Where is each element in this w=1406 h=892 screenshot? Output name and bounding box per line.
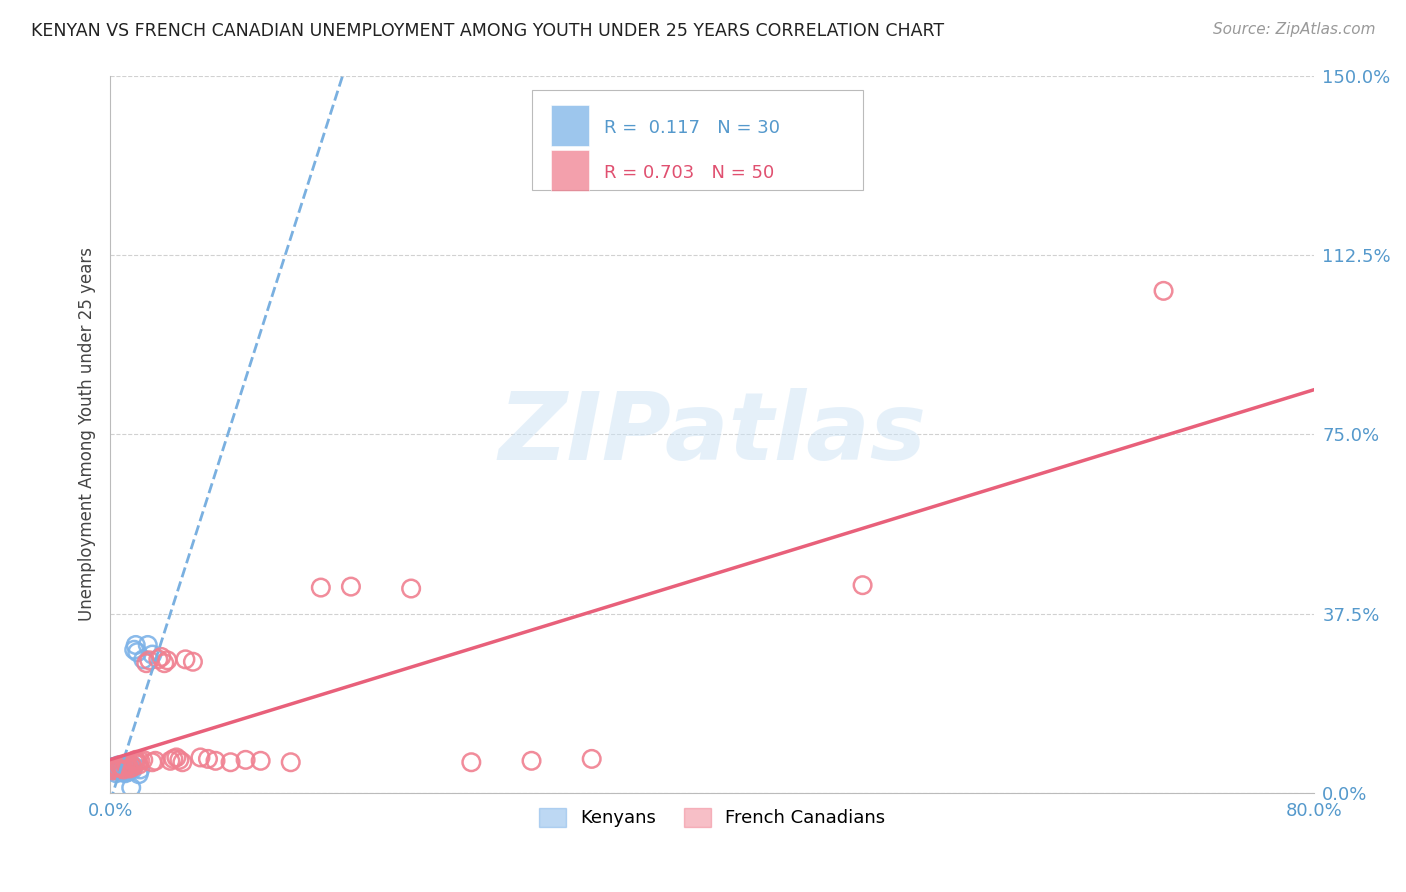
Point <box>190 750 212 764</box>
Point <box>581 752 603 766</box>
Point <box>120 780 142 795</box>
Point <box>111 760 134 774</box>
Point <box>101 764 124 778</box>
Point <box>114 766 136 780</box>
Point <box>115 760 138 774</box>
Point <box>112 763 135 777</box>
FancyBboxPatch shape <box>551 150 589 191</box>
Point <box>125 638 148 652</box>
Point <box>129 754 152 768</box>
Point <box>117 758 139 772</box>
Point <box>110 763 132 777</box>
Point <box>143 754 166 768</box>
Point <box>138 653 160 667</box>
Point <box>181 655 204 669</box>
Point <box>127 756 149 770</box>
Point <box>128 757 150 772</box>
Text: ZIPatlas: ZIPatlas <box>498 388 927 481</box>
Point <box>127 645 149 659</box>
Point <box>852 578 875 592</box>
Point <box>1153 284 1175 298</box>
Point <box>129 763 152 777</box>
Point <box>153 656 176 670</box>
Point <box>105 766 128 780</box>
Y-axis label: Unemployment Among Youth under 25 years: Unemployment Among Youth under 25 years <box>79 247 96 622</box>
Point <box>125 753 148 767</box>
Point <box>108 758 131 772</box>
Point <box>235 753 257 767</box>
Point <box>120 760 142 774</box>
Point <box>141 756 163 770</box>
Point <box>156 653 179 667</box>
FancyBboxPatch shape <box>531 90 863 190</box>
Point <box>135 656 157 670</box>
Point <box>399 582 422 596</box>
Point <box>141 648 163 662</box>
Point <box>111 765 134 780</box>
Point <box>122 642 145 657</box>
Point <box>110 762 132 776</box>
Point <box>104 762 127 776</box>
Point <box>165 750 187 764</box>
Point <box>105 760 128 774</box>
Point <box>340 580 363 594</box>
Point <box>460 756 482 770</box>
Point <box>204 754 226 768</box>
Point <box>132 753 155 767</box>
Point <box>159 754 181 768</box>
Point <box>107 763 129 777</box>
Point <box>174 652 197 666</box>
Point <box>219 756 242 770</box>
Point <box>169 753 191 767</box>
Point <box>172 756 194 770</box>
Legend: Kenyans, French Canadians: Kenyans, French Canadians <box>531 801 893 835</box>
Point <box>121 760 143 774</box>
Point <box>114 757 136 772</box>
Point <box>122 756 145 770</box>
Point <box>121 758 143 772</box>
Point <box>117 757 139 772</box>
Point <box>115 764 138 778</box>
Point <box>280 756 302 770</box>
Point <box>105 764 128 778</box>
Point <box>104 762 127 776</box>
Point <box>150 650 173 665</box>
Point <box>118 762 141 776</box>
Point <box>197 752 219 766</box>
Text: R =  0.117   N = 30: R = 0.117 N = 30 <box>603 119 780 136</box>
Text: KENYAN VS FRENCH CANADIAN UNEMPLOYMENT AMONG YOUTH UNDER 25 YEARS CORRELATION CH: KENYAN VS FRENCH CANADIAN UNEMPLOYMENT A… <box>31 22 943 40</box>
Point <box>112 761 135 775</box>
Point <box>111 760 134 774</box>
Point <box>132 652 155 666</box>
Text: R = 0.703   N = 50: R = 0.703 N = 50 <box>603 164 773 182</box>
Point <box>117 764 139 779</box>
Point <box>136 638 159 652</box>
Point <box>249 754 271 768</box>
Point <box>309 581 332 595</box>
Point <box>100 760 122 774</box>
Point <box>118 763 141 777</box>
Point <box>128 767 150 781</box>
Point <box>108 764 131 779</box>
Point <box>120 757 142 772</box>
Point <box>108 758 131 772</box>
Point <box>162 752 184 766</box>
Point <box>101 764 124 778</box>
Point <box>114 760 136 774</box>
Text: Source: ZipAtlas.com: Source: ZipAtlas.com <box>1212 22 1375 37</box>
Point <box>107 758 129 772</box>
Point <box>520 754 543 768</box>
FancyBboxPatch shape <box>551 105 589 146</box>
Point <box>121 763 143 777</box>
Point <box>148 652 170 666</box>
